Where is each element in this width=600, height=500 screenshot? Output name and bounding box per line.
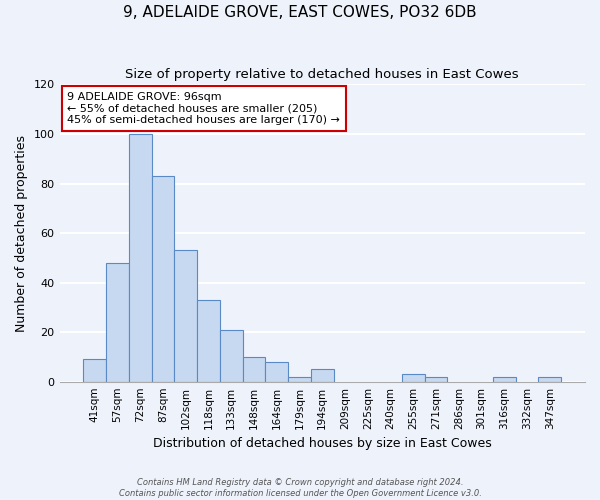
Bar: [242, 357, 265, 382]
Text: 9 ADELAIDE GROVE: 96sqm
← 55% of detached houses are smaller (205)
45% of semi-d: 9 ADELAIDE GROVE: 96sqm ← 55% of detache…: [67, 92, 340, 125]
Bar: [493, 376, 515, 382]
Bar: [129, 134, 152, 382]
Bar: [538, 376, 561, 382]
Bar: [197, 300, 220, 382]
Bar: [175, 250, 197, 382]
Text: Contains HM Land Registry data © Crown copyright and database right 2024.
Contai: Contains HM Land Registry data © Crown c…: [119, 478, 481, 498]
Title: Size of property relative to detached houses in East Cowes: Size of property relative to detached ho…: [125, 68, 519, 80]
Bar: [288, 376, 311, 382]
Y-axis label: Number of detached properties: Number of detached properties: [15, 134, 28, 332]
Bar: [106, 263, 129, 382]
Text: 9, ADELAIDE GROVE, EAST COWES, PO32 6DB: 9, ADELAIDE GROVE, EAST COWES, PO32 6DB: [123, 5, 477, 20]
Bar: [311, 370, 334, 382]
X-axis label: Distribution of detached houses by size in East Cowes: Distribution of detached houses by size …: [153, 437, 491, 450]
Bar: [220, 330, 242, 382]
Bar: [83, 360, 106, 382]
Bar: [265, 362, 288, 382]
Bar: [425, 376, 448, 382]
Bar: [152, 176, 175, 382]
Bar: [402, 374, 425, 382]
